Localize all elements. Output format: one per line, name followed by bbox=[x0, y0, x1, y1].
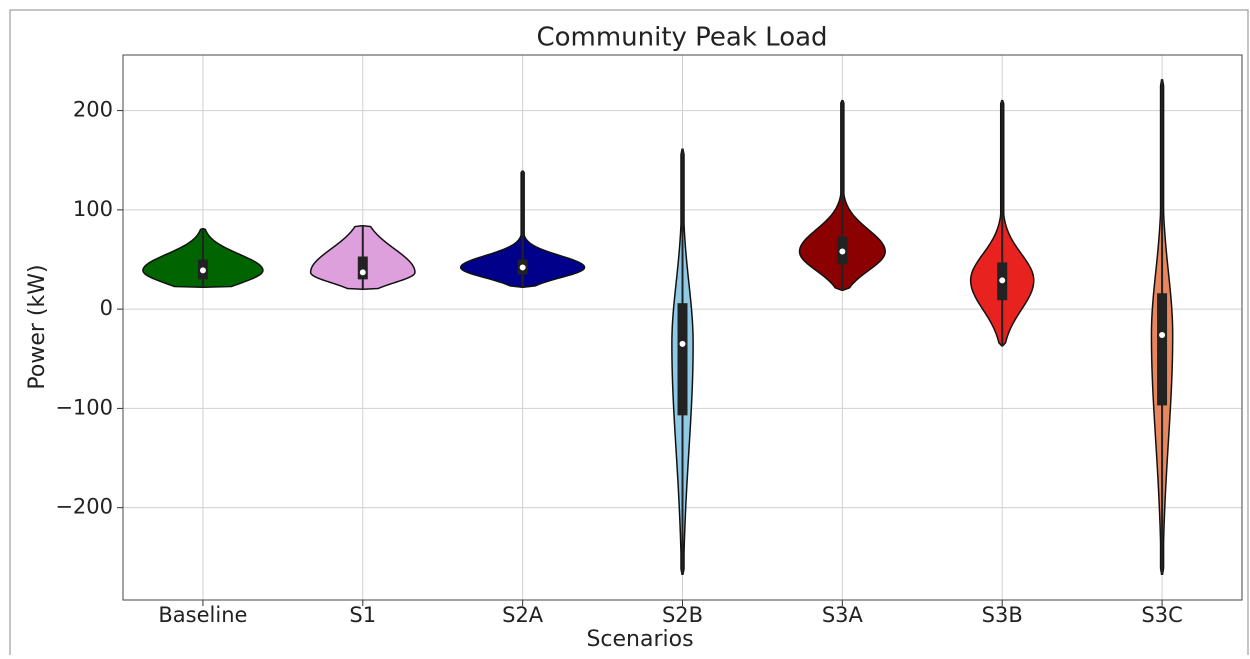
y-tick-label: 100 bbox=[73, 197, 113, 221]
iqr-box bbox=[357, 256, 368, 280]
median bbox=[999, 277, 1006, 284]
plot-frame bbox=[122, 54, 1243, 601]
y-tick-label: 0 bbox=[100, 296, 113, 320]
y-axis-label: Power (kW) bbox=[25, 264, 50, 389]
median bbox=[359, 269, 366, 276]
x-tick-label: S2A bbox=[502, 603, 544, 627]
y-tick-label: −100 bbox=[55, 395, 113, 419]
x-tick-label: S3A bbox=[822, 603, 864, 627]
iqr-box bbox=[677, 303, 688, 416]
iqr-box bbox=[1157, 293, 1168, 406]
chart-title: Community Peak Load bbox=[536, 23, 827, 53]
y-tick-label: −200 bbox=[55, 495, 113, 519]
median bbox=[199, 267, 206, 274]
x-tick-label: S3C bbox=[1141, 603, 1182, 627]
median bbox=[839, 248, 846, 255]
x-axis-label: Scenarios bbox=[586, 627, 693, 652]
x-tick-label: Baseline bbox=[158, 603, 247, 627]
y-tick-label: 200 bbox=[73, 98, 113, 122]
median bbox=[1159, 331, 1166, 338]
x-tick-label: S3B bbox=[982, 603, 1023, 627]
x-tick-label: S2B bbox=[662, 603, 703, 627]
median bbox=[519, 264, 526, 271]
frame bbox=[9, 9, 1249, 659]
x-tick-label: S1 bbox=[349, 603, 376, 627]
median bbox=[679, 340, 686, 347]
